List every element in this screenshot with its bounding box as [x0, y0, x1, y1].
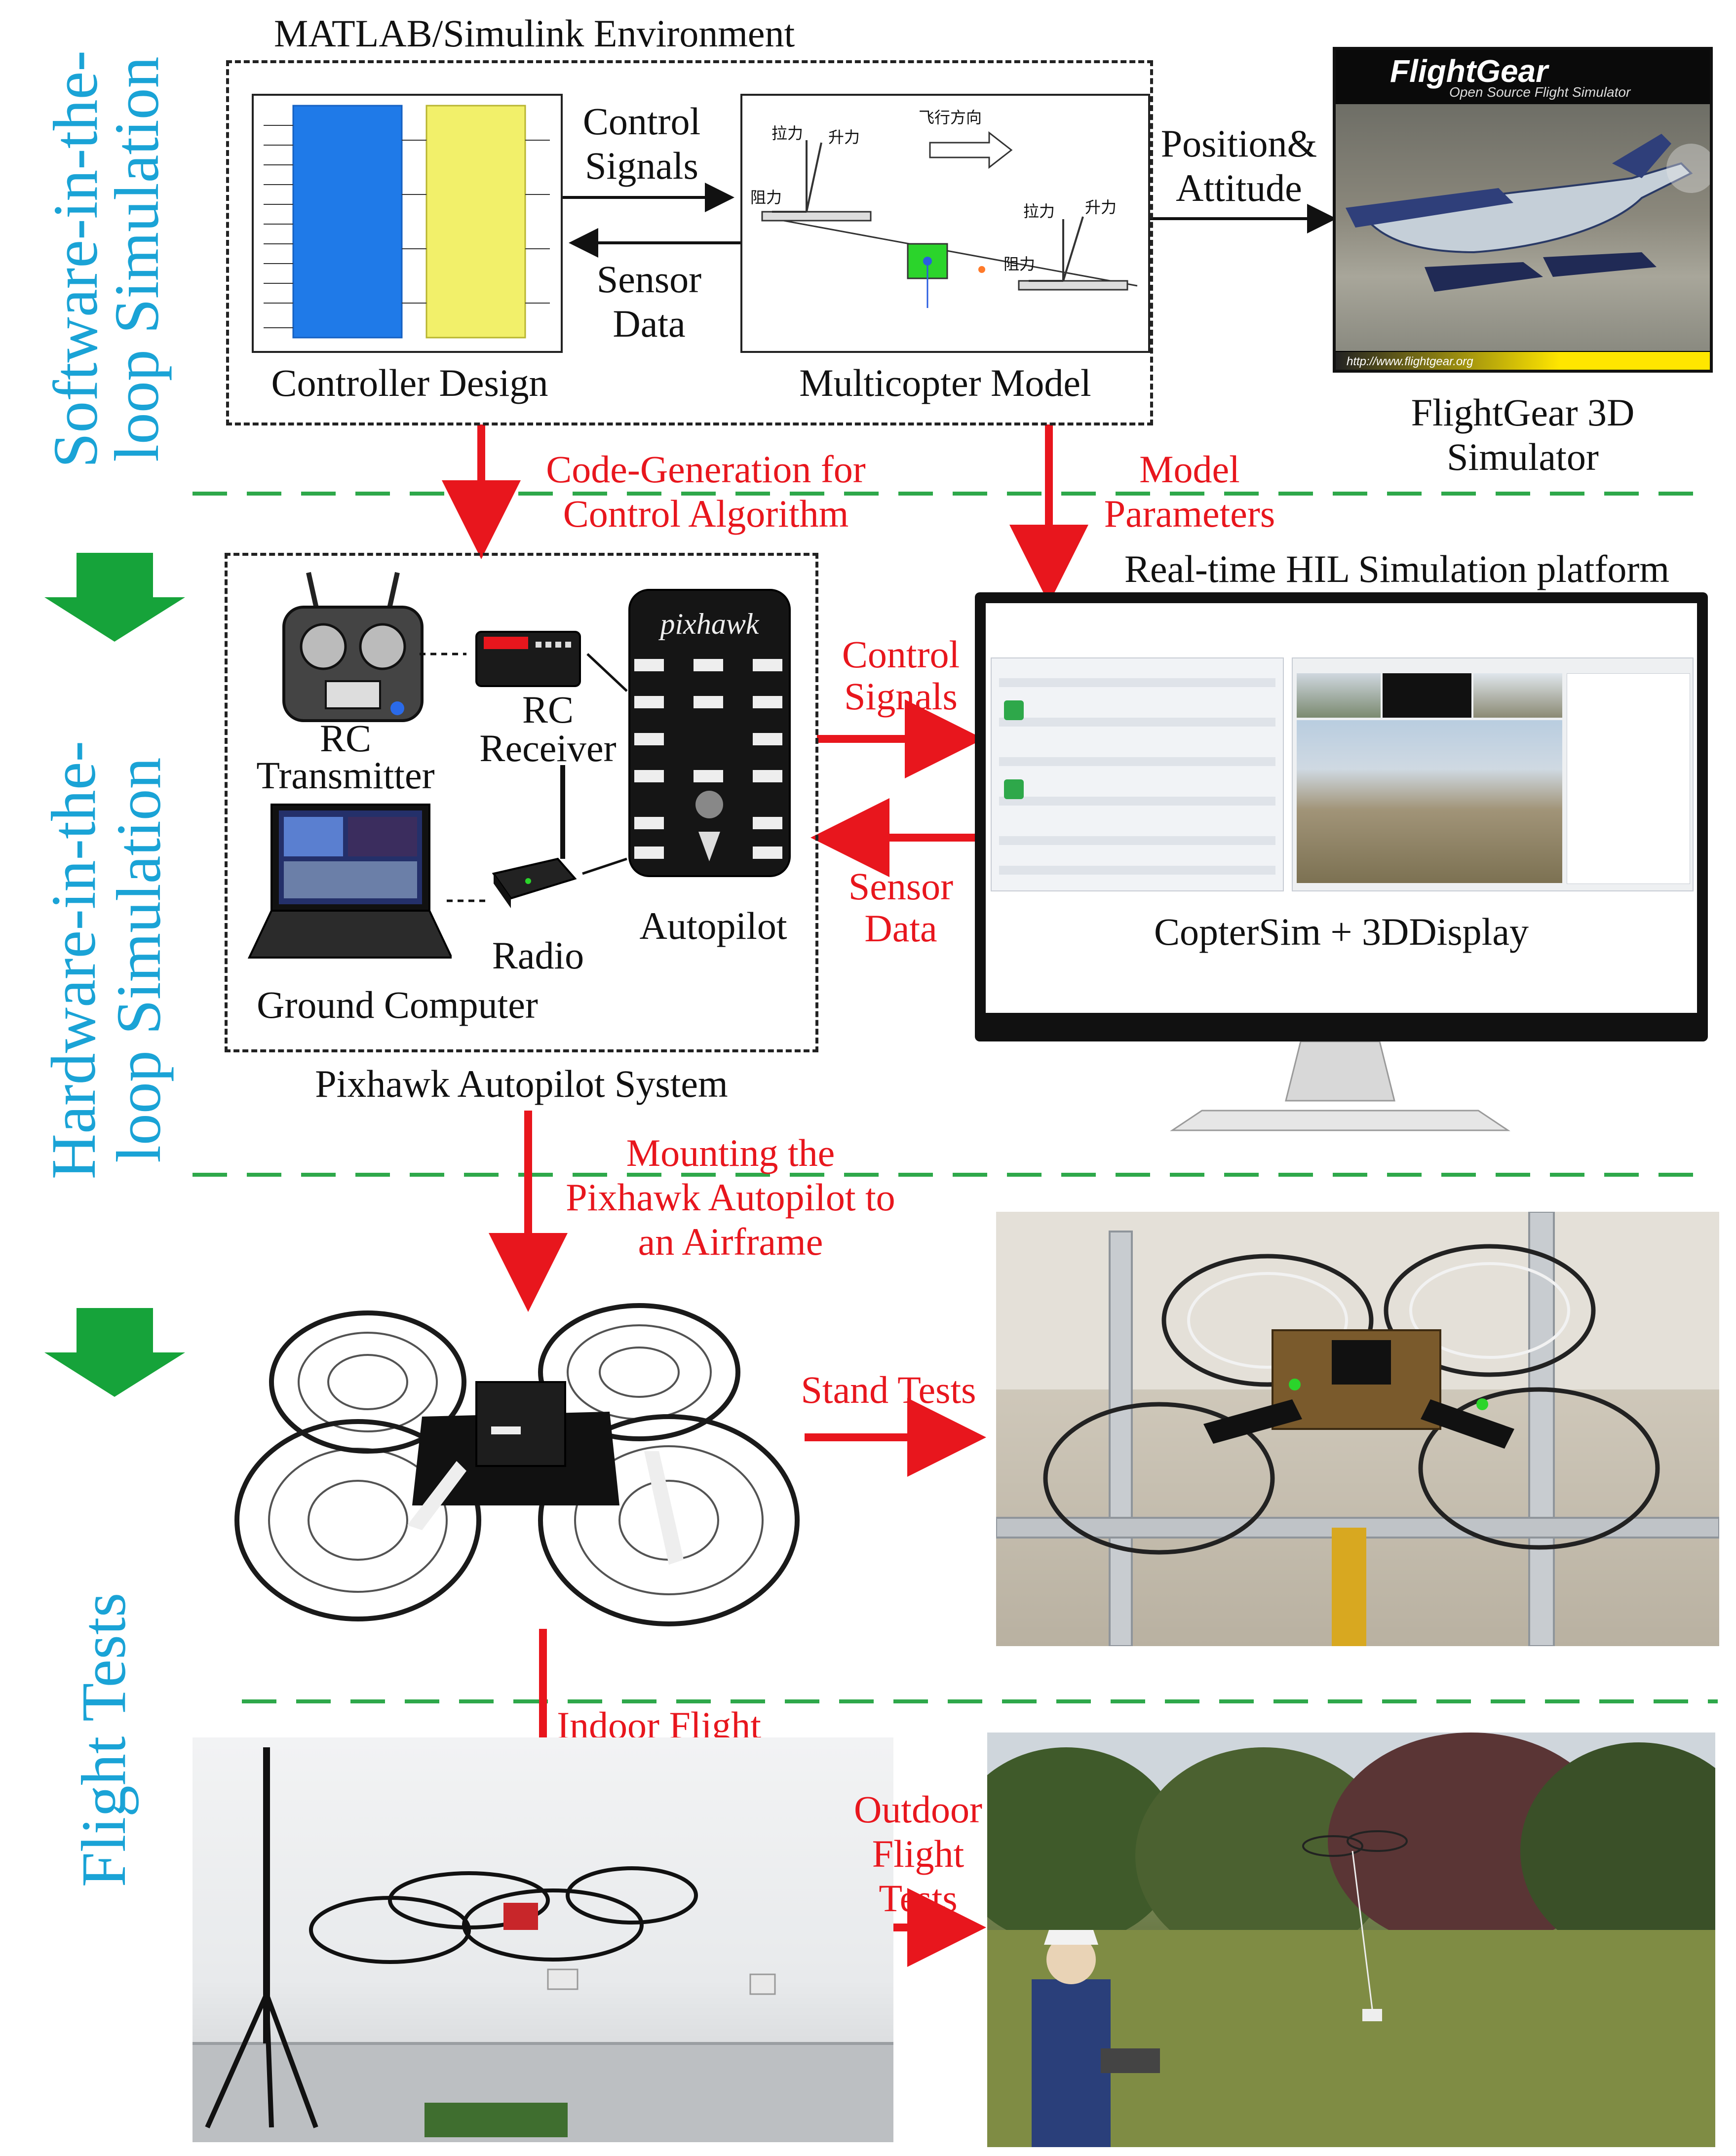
hil-sensor-label-1: Sensor	[848, 865, 954, 908]
sil-env-title: MATLAB/Simulink Environment	[274, 12, 795, 55]
3ddisplay-panel	[1292, 657, 1694, 891]
model-label-lift-1: 升力	[828, 128, 860, 146]
model-label-lift-2: 升力	[1084, 198, 1117, 216]
hil-control-label-1: Control	[842, 633, 960, 676]
pixhawk-logo: pixhawk	[660, 608, 759, 640]
flightgear-tagline: Open Source Flight Simulator	[1449, 84, 1631, 100]
model-label-direction: 飞行方向	[918, 109, 982, 126]
flightgear-caption-1: FlightGear 3D	[1411, 391, 1635, 434]
model-params-label-2: Parameters	[1104, 492, 1275, 535]
hil-platform-title: Real-time HIL Simulation platform	[1124, 547, 1670, 590]
hil-screen-caption: CopterSim + 3DDisplay	[1154, 910, 1529, 953]
pixhawk-system-caption: Pixhawk Autopilot System	[315, 1062, 728, 1105]
hil-monitor: CopterSim + 3DDisplay	[975, 592, 1708, 1041]
rc-receiver-label-2: Receiver	[479, 727, 617, 770]
multicopter-model-diagram	[740, 94, 1150, 353]
coptersim-panel	[991, 657, 1284, 891]
controller-diagram	[252, 94, 563, 353]
model-params-label-1: Model	[1139, 448, 1240, 491]
side-label-sil: Software-in-the-loop Simulation	[40, 50, 172, 468]
down-arrow-2	[44, 1308, 185, 1397]
model-label-drag-1: 阻力	[750, 189, 782, 206]
rc-transmitter-image	[274, 563, 432, 726]
sil-sensor-label-1: Sensor	[596, 258, 702, 301]
monitor-stand	[1162, 1040, 1518, 1133]
ground-computer-label: Ground Computer	[257, 983, 538, 1026]
outdoor-label-3: Tests	[879, 1877, 958, 1920]
rc-transmitter-label-2: Transmitter	[256, 754, 435, 797]
model-label-pull-1: 拉力	[771, 124, 803, 142]
ground-computer-image	[239, 800, 452, 965]
flightgear-caption-2: Simulator	[1447, 435, 1599, 478]
rc-receiver-label-1: RC	[522, 688, 574, 731]
model-label-pull-2: 拉力	[1023, 202, 1055, 220]
outdoor-label-2: Flight	[872, 1832, 964, 1875]
drone-airframe-image	[234, 1298, 807, 1629]
rc-transmitter-label-1: RC	[319, 717, 372, 760]
radio-image	[484, 760, 582, 918]
flightgear-screenshot: FlightGear Open Source Flight Simulator …	[1333, 47, 1713, 373]
radio-label: Radio	[492, 934, 584, 977]
position-label-1: Position&	[1160, 122, 1317, 165]
outdoor-flight-photo	[987, 1732, 1715, 2147]
sil-control-label-1: Control	[582, 100, 701, 143]
hil-screen: CopterSim + 3DDisplay	[986, 603, 1697, 1013]
rc-receiver-image	[466, 622, 590, 696]
autopilot-label: Autopilot	[639, 904, 787, 947]
hil-control-label-2: Signals	[844, 675, 958, 718]
controller-caption: Controller Design	[271, 361, 548, 404]
position-label-2: Attitude	[1176, 166, 1302, 209]
sil-sensor-label-2: Data	[613, 302, 686, 345]
hil-sensor-label-2: Data	[864, 907, 937, 950]
mounting-label-2: Pixhawk Autopilot to	[566, 1176, 895, 1219]
indoor-flight-photo	[193, 1737, 893, 2142]
stand-tests-label: Stand Tests	[801, 1368, 976, 1411]
mounting-label-1: Mounting the	[626, 1131, 835, 1174]
flightgear-url: http://www.flightgear.org	[1347, 355, 1473, 368]
side-label-flight: Flight Tests	[69, 1592, 139, 1887]
mounting-label-3: an Airframe	[638, 1220, 823, 1263]
sil-control-label-2: Signals	[585, 144, 698, 187]
model-label-drag-2: 阻力	[1003, 255, 1035, 273]
sil-env-box	[226, 60, 1153, 425]
model-caption: Multicopter Model	[799, 361, 1091, 404]
pixhawk-image: pixhawk	[624, 585, 795, 881]
outdoor-label-1: Outdoor	[854, 1788, 982, 1831]
side-label-hil: Hardware-in-the-loop Simulation	[39, 740, 174, 1180]
codegen-label-1: Code-Generation for	[546, 448, 866, 491]
codegen-label-2: Control Algorithm	[563, 492, 849, 535]
pixhawk-system-box	[225, 553, 818, 1052]
flightgear-logo: FlightGear	[1390, 53, 1548, 89]
down-arrow-1	[44, 553, 185, 642]
stand-test-photo	[996, 1212, 1719, 1646]
